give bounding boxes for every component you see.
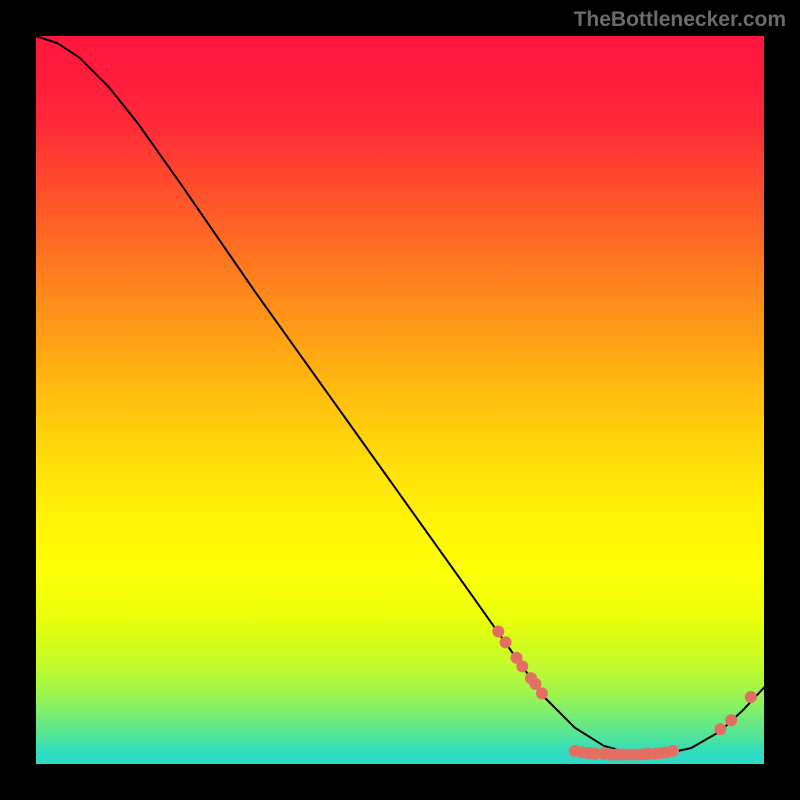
scatter-point — [725, 714, 737, 726]
watermark-text: TheBottlenecker.com — [574, 8, 786, 32]
scatter-point — [536, 687, 548, 699]
scatter-point — [745, 691, 757, 703]
scatter-point — [516, 660, 528, 672]
scatter-point — [714, 723, 726, 735]
scatter-point — [667, 745, 679, 757]
bottleneck-chart — [0, 0, 800, 800]
plot-background — [36, 36, 764, 764]
scatter-point — [500, 636, 512, 648]
scatter-point — [492, 626, 504, 638]
